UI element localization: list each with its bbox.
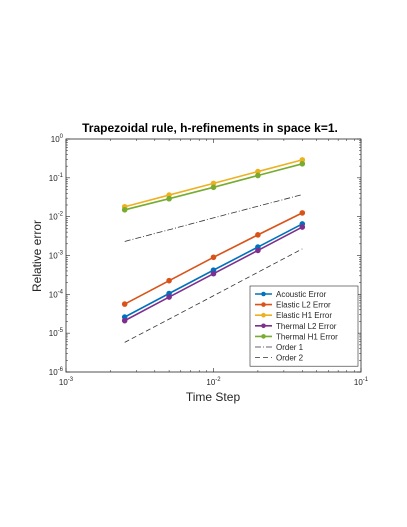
- legend-item: Thermal L2 Error: [255, 322, 337, 331]
- x-tick-exp: -2: [215, 377, 221, 383]
- legend-label: Order 2: [276, 354, 304, 363]
- y-tick-exp: 0: [60, 134, 64, 140]
- series-line: [124, 248, 303, 343]
- y-tick-exp: -6: [58, 367, 64, 373]
- data-point: [121, 317, 128, 324]
- data-point: [121, 207, 128, 213]
- x-tick-base: 10: [59, 378, 68, 387]
- y-tick-exp: -1: [58, 173, 64, 179]
- data-point: [299, 224, 306, 230]
- x-tick-exp: -3: [68, 377, 74, 383]
- data-point: [299, 160, 306, 167]
- legend-marker: [261, 291, 266, 297]
- data-point: [121, 301, 128, 307]
- data-point: [166, 195, 172, 202]
- y-tick-exp: -2: [58, 212, 64, 218]
- legend-marker: [261, 334, 266, 339]
- y-tick-base: 10: [51, 135, 60, 144]
- legend-label: Thermal H1 Error: [276, 332, 338, 341]
- y-tick-base: 10: [49, 290, 58, 299]
- series-thermal-h1-error: [121, 160, 306, 213]
- data-point: [210, 270, 217, 277]
- legend-label: Order 1: [276, 343, 304, 352]
- data-point: [299, 210, 306, 216]
- x-tick-label: 10-1: [354, 377, 369, 387]
- series-order-1: [124, 194, 303, 242]
- y-tick-label: 10-3: [49, 251, 64, 261]
- y-tick-exp: -3: [58, 251, 64, 257]
- x-axis-title: Time Step: [186, 390, 241, 404]
- x-tick-label: 10-2: [206, 377, 221, 387]
- y-tick-label: 10-5: [49, 328, 64, 338]
- y-tick-base: 10: [49, 252, 58, 261]
- legend-item: Thermal H1 Error: [255, 332, 338, 341]
- series-elastic-l2-error: [121, 210, 306, 307]
- y-tick-label: 10-1: [49, 173, 64, 183]
- legend-item: Elastic L2 Error: [255, 301, 331, 310]
- series-layer: [121, 157, 306, 343]
- legend-label: Thermal L2 Error: [276, 322, 337, 331]
- data-point: [255, 232, 261, 238]
- legend-marker: [261, 312, 266, 318]
- y-tick-base: 10: [49, 174, 58, 183]
- x-tick-base: 10: [206, 378, 215, 387]
- legend-label: Acoustic Error: [276, 290, 327, 299]
- data-point: [210, 184, 217, 191]
- y-axis-title: Relative error: [30, 220, 44, 292]
- data-point: [255, 247, 261, 254]
- series-order-2: [124, 248, 303, 343]
- x-tick-base: 10: [354, 378, 363, 387]
- y-tick-label: 10-4: [49, 289, 64, 299]
- legend-marker: [261, 302, 266, 307]
- y-tick-label: 10-6: [49, 367, 64, 377]
- y-tick-label: 10-2: [49, 212, 64, 222]
- series-elastic-h1-error: [121, 157, 306, 210]
- legend-item: Order 1: [255, 343, 304, 352]
- data-point: [210, 254, 217, 261]
- legend-item: Acoustic Error: [255, 290, 327, 299]
- y-tick-exp: -4: [58, 289, 64, 295]
- data-point: [255, 172, 261, 179]
- data-point: [166, 294, 172, 300]
- y-tick-base: 10: [49, 329, 58, 338]
- legend-label: Elastic L2 Error: [276, 301, 331, 310]
- y-tick-base: 10: [49, 213, 58, 222]
- data-point: [166, 277, 172, 284]
- legend-item: Elastic H1 Error: [255, 311, 332, 320]
- chart-title: Trapezoidal rule, h-refinements in space…: [82, 121, 338, 135]
- y-tick-label: 100: [51, 134, 64, 144]
- legend-item: Order 2: [255, 354, 304, 363]
- legend-marker: [261, 323, 266, 329]
- series-line: [124, 194, 303, 242]
- y-tick-exp: -5: [58, 328, 64, 334]
- y-tick-base: 10: [49, 368, 58, 377]
- x-tick-exp: -1: [363, 377, 369, 383]
- x-tick-label: 10-3: [59, 377, 74, 387]
- legend-label: Elastic H1 Error: [276, 311, 332, 320]
- series-thermal-l2-error: [121, 224, 306, 324]
